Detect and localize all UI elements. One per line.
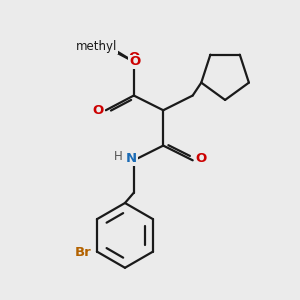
Text: methyl: methyl xyxy=(76,40,118,53)
Text: Br: Br xyxy=(75,246,92,259)
Text: N: N xyxy=(126,152,137,165)
Text: O: O xyxy=(93,104,104,117)
Text: O: O xyxy=(195,152,207,165)
Text: methyl: methyl xyxy=(99,44,104,46)
Text: O: O xyxy=(128,51,140,64)
Text: H: H xyxy=(114,150,123,163)
Text: O: O xyxy=(129,55,141,68)
